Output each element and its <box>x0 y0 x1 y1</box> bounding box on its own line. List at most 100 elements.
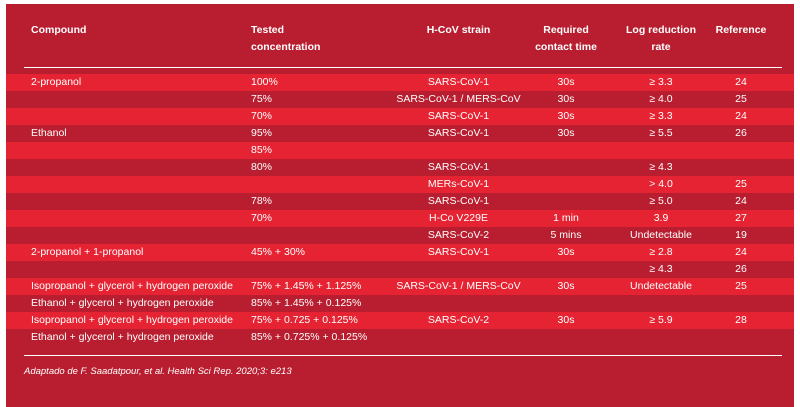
table-row: Isopropanol + glycerol + hydrogen peroxi… <box>6 278 794 295</box>
header-strain: H-CoV strain <box>426 24 491 36</box>
cell-compound: 2-propanol + 1-propanol <box>31 246 144 258</box>
cell-log-reduction: Undetectable <box>630 229 692 241</box>
table-row: 78% SARS-CoV-1 ≥ 5.0 24 <box>6 193 794 210</box>
cell-compound: Isopropanol + glycerol + hydrogen peroxi… <box>31 314 233 326</box>
cell-concentration: 70% <box>251 110 273 122</box>
header-reference: Reference <box>715 24 767 36</box>
cell-log-reduction: ≥ 4.3 <box>649 161 673 173</box>
header-divider <box>24 67 782 68</box>
header-time-line2: contact time <box>535 41 597 53</box>
header-time-line1: Required <box>543 24 589 36</box>
cell-strain: SARS-CoV-1 <box>427 110 490 122</box>
header-time: Required contact time <box>531 22 601 56</box>
cell-log-reduction: ≥ 5.0 <box>649 195 673 207</box>
cell-strain: SARS-CoV-1 <box>427 161 490 173</box>
cell-strain: SARS-CoV-2 <box>427 229 490 241</box>
cell-concentration: 100% <box>251 76 278 88</box>
cell-log-reduction: ≥ 2.8 <box>649 246 673 258</box>
table-panel: Compound Tested concentration H-CoV stra… <box>6 4 794 407</box>
cell-contact-time: 30s <box>557 76 575 88</box>
header-concentration: Tested concentration <box>251 22 320 56</box>
table-row: Ethanol 95% SARS-CoV-1 30s ≥ 5.5 26 <box>6 125 794 142</box>
cell-strain: SARS-CoV-1 / MERS-CoV <box>396 280 521 292</box>
table-row: 75% SARS-CoV-1 / MERS-CoV 30s ≥ 4.0 25 <box>6 91 794 108</box>
cell-log-reduction: ≥ 5.9 <box>649 314 673 326</box>
cell-reference: 25 <box>735 93 747 105</box>
cell-reference: 25 <box>735 280 747 292</box>
cell-concentration: 75% + 1.45% + 1.125% <box>251 280 362 292</box>
table-row: 2-propanol 100% SARS-CoV-1 30s ≥ 3.3 24 <box>6 74 794 91</box>
table-row: SARS-CoV-2 5 mins Undetectable 19 <box>6 227 794 244</box>
cell-strain: H-Co V229E <box>429 212 488 224</box>
cell-strain: SARS-CoV-2 <box>427 314 490 326</box>
source-footnote: Adaptado de F. Saadatpour, et al. Health… <box>24 366 292 377</box>
cell-contact-time: 1 min <box>553 212 579 224</box>
table-row: Isopropanol + glycerol + hydrogen peroxi… <box>6 312 794 329</box>
cell-reference: 24 <box>735 76 747 88</box>
cell-strain: SARS-CoV-1 <box>427 127 490 139</box>
cell-reference: 27 <box>735 212 747 224</box>
cell-concentration: 80% <box>251 161 273 173</box>
cell-reference: 26 <box>735 127 747 139</box>
header-concentration-line1: Tested <box>251 24 285 36</box>
table-row: ≥ 4.3 26 <box>6 261 794 278</box>
table-row: Ethanol + glycerol + hydrogen peroxide 85… <box>6 295 794 312</box>
table-header: Compound Tested concentration H-CoV stra… <box>6 4 794 66</box>
table-row: Ethanol + glycerol + hydrogen peroxide 85… <box>6 329 794 346</box>
cell-log-reduction: ≥ 3.3 <box>649 76 673 88</box>
cell-compound: Ethanol + glycerol + hydrogen peroxide <box>31 297 214 309</box>
cell-concentration: 70% <box>251 212 273 224</box>
cell-log-reduction: ≥ 4.0 <box>649 93 673 105</box>
cell-strain: SARS-CoV-1 <box>427 76 490 88</box>
cell-concentration: 78% <box>251 195 273 207</box>
footer-divider <box>24 355 782 356</box>
cell-reference: 25 <box>735 178 747 190</box>
header-log-line1: Log reduction <box>626 24 696 36</box>
cell-concentration: 95% <box>251 127 273 139</box>
cell-concentration: 85% + 0.725% + 0.125% <box>251 331 368 343</box>
cell-contact-time: 5 mins <box>550 229 582 241</box>
cell-reference: 26 <box>735 263 747 275</box>
cell-contact-time: 30s <box>557 127 575 139</box>
cell-contact-time: 30s <box>557 93 575 105</box>
cell-contact-time: 30s <box>557 280 575 292</box>
cell-concentration: 45% + 30% <box>251 246 305 258</box>
cell-concentration: 75% + 0.725 + 0.125% <box>251 314 358 326</box>
cell-strain: SARS-CoV-1 <box>427 246 490 258</box>
cell-strain: SARS-CoV-1 <box>427 195 490 207</box>
cell-reference: 24 <box>735 246 747 258</box>
table-row: 70% H-Co V229E 1 min 3.9 27 <box>6 210 794 227</box>
cell-strain: SARS-CoV-1 / MERS-CoV <box>396 93 521 105</box>
table-row: 2-propanol + 1-propanol 45% + 30% SARS-CoV… <box>6 244 794 261</box>
header-log: Log reduction rate <box>611 22 711 56</box>
cell-reference: 24 <box>735 195 747 207</box>
cell-reference: 19 <box>735 229 747 241</box>
cell-compound: Ethanol <box>31 127 67 139</box>
cell-compound: 2-propanol <box>31 76 82 88</box>
cell-contact-time: 30s <box>557 246 575 258</box>
table-row: MERs-CoV-1 > 4.0 25 <box>6 176 794 193</box>
table-body: 2-propanol 100% SARS-CoV-1 30s ≥ 3.3 24 75% SAR… <box>6 74 794 346</box>
cell-concentration: 85% <box>251 144 273 156</box>
cell-reference: 24 <box>735 110 747 122</box>
cell-reference: 28 <box>735 314 747 326</box>
header-compound: Compound <box>31 24 87 36</box>
cell-log-reduction: 3.9 <box>653 212 669 224</box>
table-row: 70% SARS-CoV-1 30s ≥ 3.3 24 <box>6 108 794 125</box>
cell-concentration: 75% <box>251 93 273 105</box>
cell-log-reduction: ≥ 5.5 <box>649 127 673 139</box>
cell-concentration: 85% + 1.45% + 0.125% <box>251 297 362 309</box>
cell-compound: Ethanol + glycerol + hydrogen peroxide <box>31 331 214 343</box>
cell-contact-time: 30s <box>557 314 575 326</box>
cell-strain: MERs-CoV-1 <box>427 178 490 190</box>
cell-contact-time: 30s <box>557 110 575 122</box>
header-concentration-line2: concentration <box>251 41 321 53</box>
cell-log-reduction: Undetectable <box>630 280 692 292</box>
cell-log-reduction: > 4.0 <box>649 178 673 190</box>
header-log-line2: rate <box>651 41 671 53</box>
table-row: 85% <box>6 142 794 159</box>
cell-compound: Isopropanol + glycerol + hydrogen peroxi… <box>31 280 233 292</box>
cell-log-reduction: ≥ 4.3 <box>649 263 673 275</box>
table-row: 80% SARS-CoV-1 ≥ 4.3 <box>6 159 794 176</box>
cell-log-reduction: ≥ 3.3 <box>649 110 673 122</box>
